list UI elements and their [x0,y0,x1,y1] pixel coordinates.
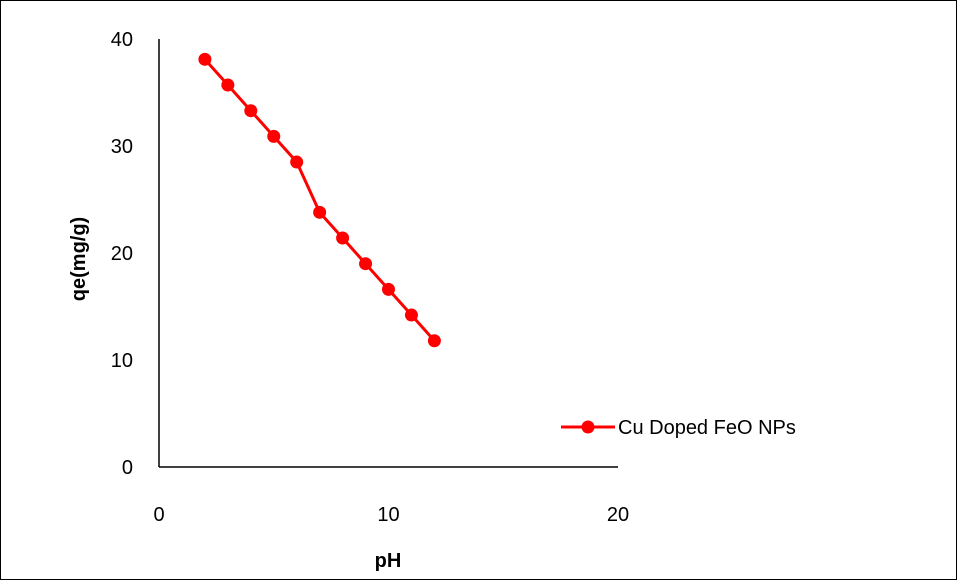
data-point [359,257,373,271]
axes [158,39,618,468]
legend: Cu Doped FeO NPs [561,417,796,439]
data-point [290,155,304,169]
data-point [198,52,212,66]
data-point [336,231,350,245]
y-tick-label: 20 [111,243,133,265]
data-point [313,205,327,219]
y-tick-label: 40 [111,29,133,51]
y-tick-labels: 0 10 20 30 40 [111,29,133,479]
data-point [221,78,235,92]
x-axis-title: pH [375,550,402,572]
data-point [267,129,281,143]
x-tick-label: 10 [377,504,399,526]
y-tick-label: 0 [122,457,133,479]
y-axis-title: qe(mg/g) [68,217,90,301]
data-point [404,308,418,322]
x-tick-label: 20 [607,504,629,526]
legend-label: Cu Doped FeO NPs [618,417,796,439]
y-tick-label: 30 [111,136,133,158]
x-tick-labels: 0 10 20 [153,504,629,526]
data-point [382,282,395,296]
data-point [427,334,441,348]
x-tick-label: 0 [153,504,164,526]
series-line [203,58,436,342]
series-layer [198,52,441,348]
legend-marker-swatch [581,420,595,434]
data-point [244,104,258,118]
y-tick-label: 10 [111,350,133,372]
